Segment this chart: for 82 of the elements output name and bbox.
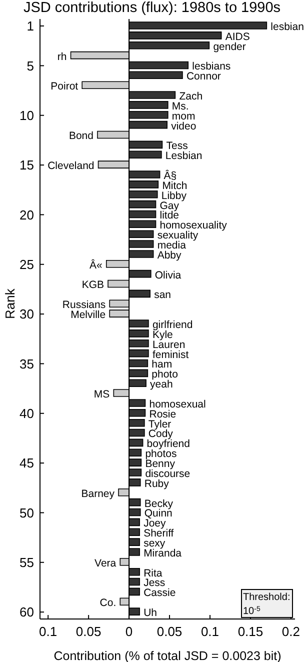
- annotation: litde: [160, 210, 180, 222]
- annotation: rh: [57, 50, 67, 63]
- x-tick-label: 0.15: [238, 624, 264, 640]
- annotation: Miranda: [144, 547, 182, 560]
- annotation: KGB: [82, 279, 104, 292]
- y-tick-label: 10: [20, 108, 34, 123]
- annotation: yeah: [150, 378, 173, 391]
- annotation: Barney: [81, 488, 116, 500]
- annotation: video: [171, 120, 196, 132]
- annotation: Quinn: [144, 508, 173, 520]
- annotation: Libby: [161, 190, 188, 202]
- annotation: photos: [145, 448, 177, 460]
- annotation: boyfriend: [146, 438, 190, 450]
- annotation: Threshold: 10$^{-5}$: [243, 592, 290, 617]
- annotation: Â«: [90, 258, 103, 272]
- annotation: photo: [152, 368, 178, 381]
- y-tick-label: 40: [20, 406, 34, 421]
- annotation: Melville: [70, 309, 106, 322]
- y-tick-label: 35: [20, 356, 34, 372]
- annotation: Ms.: [172, 100, 189, 112]
- annotation: feminist: [152, 348, 189, 361]
- annotation: Lesbian: [165, 150, 202, 162]
- y-tick-label: 25: [20, 256, 34, 272]
- x-tick-label: 0.2: [282, 624, 300, 640]
- annotation: Â§: [164, 168, 177, 182]
- annotation: homosexuality: [160, 220, 228, 232]
- annotation: lesbian: [270, 20, 304, 33]
- annotation: Cody: [148, 428, 174, 440]
- annotation: MS: [94, 388, 110, 401]
- annotation: Cleveland: [48, 160, 94, 172]
- annotation: Mitch: [162, 180, 188, 192]
- annotation: lesbians: [192, 60, 231, 73]
- annotation: Ruby: [144, 478, 170, 490]
- annotation: Gay: [160, 200, 180, 212]
- annotation: Rosie: [149, 408, 176, 420]
- y-tick-label: 5: [26, 58, 34, 74]
- y-tick-label: 60: [20, 604, 34, 620]
- annotation: Uh: [144, 607, 158, 620]
- x-tick-label: 0.1: [200, 624, 220, 640]
- annotation: AIDS: [225, 30, 250, 43]
- y-tick-label: 55: [20, 554, 34, 570]
- annotation: media: [157, 239, 186, 252]
- annotation: girlfriend: [152, 318, 193, 331]
- annotation: Bond: [68, 130, 94, 142]
- annotation: Zach: [179, 90, 203, 102]
- annotation: san: [154, 289, 172, 302]
- annotation: Russians: [62, 299, 106, 312]
- y-axis-title: Rank: [2, 288, 18, 319]
- y-tick-label: 20: [20, 207, 34, 222]
- y-tick-label: 45: [20, 456, 34, 471]
- y-tick-label: 15: [20, 158, 34, 173]
- annotation: homosexual: [149, 398, 206, 410]
- y-tick-label: 50: [20, 505, 34, 520]
- annotation: Becky: [144, 498, 174, 510]
- annotation: Tess: [166, 140, 188, 152]
- annotation: Kyle: [152, 328, 174, 341]
- annotation: Rita: [144, 567, 162, 580]
- annotation: sexuality: [157, 230, 199, 242]
- annotation: ham: [152, 358, 172, 371]
- annotation: Joey: [144, 518, 166, 530]
- y-tick-label: 1: [26, 18, 34, 34]
- annotation: discourse: [145, 468, 190, 480]
- x-tick-label: 0.1: [39, 624, 58, 640]
- annotation: Sheriff: [144, 528, 174, 540]
- annotation: gender: [213, 40, 246, 53]
- chart-title: JSD contributions (flux): 1980s to 1990s: [22, 0, 282, 16]
- y-tick-label: 30: [20, 306, 34, 322]
- annotation: Co.: [100, 597, 116, 610]
- annotation: Olivia: [154, 269, 182, 282]
- annotation: Vera: [94, 557, 116, 570]
- annotation: sexy: [144, 538, 166, 550]
- annotation: Cassie: [144, 587, 176, 600]
- x-tick-label: 0: [125, 624, 133, 640]
- annotation: Connor: [186, 70, 222, 83]
- annotation: Poirot: [50, 80, 78, 93]
- x-tick-label: 0.05: [156, 624, 182, 640]
- annotation: Jess: [144, 577, 166, 590]
- annotation: Benny: [145, 458, 176, 470]
- x-tick-label: 0.05: [76, 624, 102, 640]
- annotation: Abby: [157, 249, 182, 262]
- annotation: mom: [172, 110, 196, 122]
- annotation: Tyler: [148, 418, 172, 430]
